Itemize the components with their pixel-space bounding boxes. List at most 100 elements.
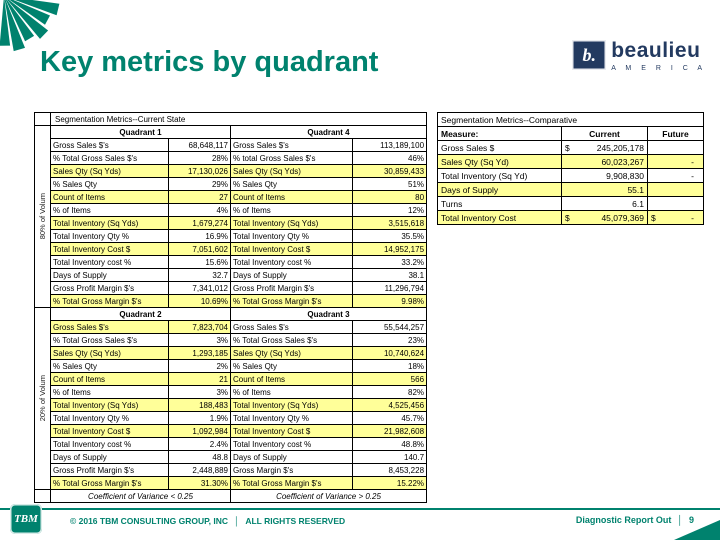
metric-value: 188,483 bbox=[168, 398, 231, 412]
metric-value: 48.8% bbox=[351, 437, 428, 451]
metric-row: Total Inventory cost % 15.6% Total Invento… bbox=[35, 255, 428, 269]
metric-value: 2.4% bbox=[168, 437, 231, 451]
metric-label: % Sales Qty bbox=[50, 359, 169, 373]
current-state-table: Segmentation Metrics--Current State 80% o… bbox=[34, 112, 428, 503]
future-value bbox=[647, 140, 704, 155]
copyright-text: © 2016 TBM CONSULTING GROUP, INC bbox=[70, 516, 229, 526]
metric-value: 80 bbox=[351, 190, 428, 204]
metric-label: Total Inventory cost % bbox=[230, 437, 353, 451]
metric-label: Gross Sales $'s bbox=[50, 138, 169, 152]
metric-label: Total Inventory (Sq Yds) bbox=[50, 216, 169, 230]
measure-label: Turns bbox=[437, 196, 562, 211]
column-header-current: Current bbox=[561, 126, 648, 141]
metric-label: % Total Gross Sales $'s bbox=[50, 151, 169, 165]
comparative-row: Total Inventory (Sq Yd) 9,908,830- bbox=[437, 168, 704, 183]
metric-value: 14,952,175 bbox=[351, 242, 428, 256]
metric-value: 1,092,984 bbox=[168, 424, 231, 438]
metric-value: 4% bbox=[168, 203, 231, 217]
beaulieu-logo: b. beaulieu A M E R I C A bbox=[572, 40, 706, 72]
metric-value: 51% bbox=[351, 177, 428, 191]
metric-row: % Total Gross Margin $'s 31.30%% Total Gr… bbox=[35, 476, 428, 490]
metric-value: 4,525,456 bbox=[351, 398, 428, 412]
metric-value: 21,982,608 bbox=[351, 424, 428, 438]
comparative-table: Segmentation Metrics--Comparative Measure… bbox=[437, 112, 704, 225]
metric-label: Gross Profit Margin $'s bbox=[50, 463, 169, 477]
volume-label: 20% of Volum bbox=[34, 307, 51, 490]
metric-row: % Sales Qty 2%% Sales Qty 18% bbox=[35, 359, 428, 373]
metric-label: Total Inventory Qty % bbox=[50, 411, 169, 425]
metric-value: 30,859,433 bbox=[351, 164, 428, 178]
metric-value: 28% bbox=[168, 151, 231, 165]
metric-label: % of Items bbox=[50, 203, 169, 217]
metric-label: Total Inventory Qty % bbox=[230, 411, 353, 425]
page-title: Key metrics by quadrant bbox=[40, 46, 379, 78]
metric-row: Count of Items 21 Count of Items 566 bbox=[35, 372, 428, 386]
metric-value: 11,296,794 bbox=[351, 281, 428, 295]
metric-label: Total Inventory (Sq Yds) bbox=[50, 398, 169, 412]
metric-row: Gross Sales $'s 68,648,117 Gross Sales $'s… bbox=[35, 138, 428, 152]
metric-label: Total Inventory Cost $ bbox=[230, 242, 353, 256]
footer-report-info: Diagnostic Report Out │ 9 bbox=[576, 515, 694, 525]
comparative-title: Segmentation Metrics--Comparative bbox=[437, 112, 704, 127]
metric-value: 566 bbox=[351, 372, 428, 386]
metric-row: % Sales Qty 29%% Sales Qty 51% bbox=[35, 177, 428, 191]
metric-value: 21 bbox=[168, 372, 231, 386]
metric-value: 140.7 bbox=[351, 450, 428, 464]
current-value: 6.1 bbox=[561, 196, 648, 211]
metric-value: 12% bbox=[351, 203, 428, 217]
metric-value: 35.5% bbox=[351, 229, 428, 243]
metric-row: Sales Qty (Sq Yds) 1,293,185 Sales Qty (Sq… bbox=[35, 346, 428, 360]
metric-value: 10.69% bbox=[168, 294, 231, 308]
metric-row: Total Inventory cost % 2.4% Total Inventor… bbox=[35, 437, 428, 451]
metric-label: Total Inventory cost % bbox=[50, 437, 169, 451]
column-header-measure: Measure: bbox=[437, 126, 562, 141]
metric-label: Gross Profit Margin $'s bbox=[50, 281, 169, 295]
metric-value: 1.9% bbox=[168, 411, 231, 425]
comparative-header-row: Measure: Current Future bbox=[437, 126, 704, 141]
metric-row: Gross Profit Margin $'s 7,341,012 Gross Pr… bbox=[35, 281, 428, 295]
quadrant-name: Quadrant 3 bbox=[229, 307, 428, 321]
spacer-cell bbox=[34, 112, 51, 126]
metric-label: Count of Items bbox=[230, 372, 353, 386]
measure-label: Total Inventory (Sq Yd) bbox=[437, 168, 562, 183]
metric-value: 29% bbox=[168, 177, 231, 191]
metric-value: 55,544,257 bbox=[351, 320, 428, 334]
current-value: 55.1 bbox=[561, 182, 648, 197]
metric-row: Days of Supply 48.8 Days of Supply 140.7 bbox=[35, 450, 428, 464]
metric-label: Days of Supply bbox=[230, 268, 353, 282]
future-value bbox=[647, 182, 704, 197]
metric-value: 15.6% bbox=[168, 255, 231, 269]
quadrant-header-row: 80% of Volum Quadrant 1 Quadrant 4 bbox=[34, 125, 428, 308]
metric-label: Total Inventory Cost $ bbox=[50, 242, 169, 256]
metric-row: Total Inventory (Sq Yds) 1,679,274 Total I… bbox=[35, 216, 428, 230]
metric-label: % Total Gross Margin $'s bbox=[230, 476, 353, 490]
current-state-title: Segmentation Metrics--Current State bbox=[49, 112, 428, 126]
footer-separator: │ bbox=[234, 516, 240, 526]
metric-value: 8,453,228 bbox=[351, 463, 428, 477]
measure-label: Gross Sales $ bbox=[437, 140, 562, 155]
beaulieu-logo-subtitle: A M E R I C A bbox=[611, 65, 706, 72]
metric-label: Total Inventory Qty % bbox=[50, 229, 169, 243]
metric-label: % Total Gross Margin $'s bbox=[50, 476, 169, 490]
report-name: Diagnostic Report Out bbox=[575, 515, 672, 525]
measure-label: Total Inventory Cost bbox=[437, 210, 562, 225]
quadrant-header-row: 20% of Volum Quadrant 2 Quadrant 3 bbox=[34, 307, 428, 490]
metric-value: 1,293,185 bbox=[168, 346, 231, 360]
metric-label: Gross Sales $'s bbox=[50, 320, 169, 334]
metric-label: % Sales Qty bbox=[230, 177, 353, 191]
metric-value: 31.30% bbox=[168, 476, 231, 490]
metric-label: % Total Gross Sales $'s bbox=[50, 333, 169, 347]
metric-value: 2,448,889 bbox=[168, 463, 231, 477]
metric-row: % Total Gross Margin $'s 10.69%% Total Gr… bbox=[35, 294, 428, 308]
metric-value: 2% bbox=[168, 359, 231, 373]
metric-row: % Total Gross Sales $'s 3%% Total Gross S… bbox=[35, 333, 428, 347]
metric-label: Days of Supply bbox=[50, 450, 169, 464]
rights-text: ALL RIGHTS RESERVED bbox=[245, 516, 346, 526]
beaulieu-logo-mark: b. bbox=[582, 44, 596, 65]
metric-label: % Total Gross Margin $'s bbox=[50, 294, 169, 308]
metric-row: Gross Profit Margin $'s 2,448,889 Gross Ma… bbox=[35, 463, 428, 477]
table-title-row: Segmentation Metrics--Comparative bbox=[437, 112, 704, 127]
comparative-row: Total Inventory Cost $45,079,369 $ - bbox=[437, 210, 704, 225]
currency-symbol: $ bbox=[565, 212, 570, 223]
